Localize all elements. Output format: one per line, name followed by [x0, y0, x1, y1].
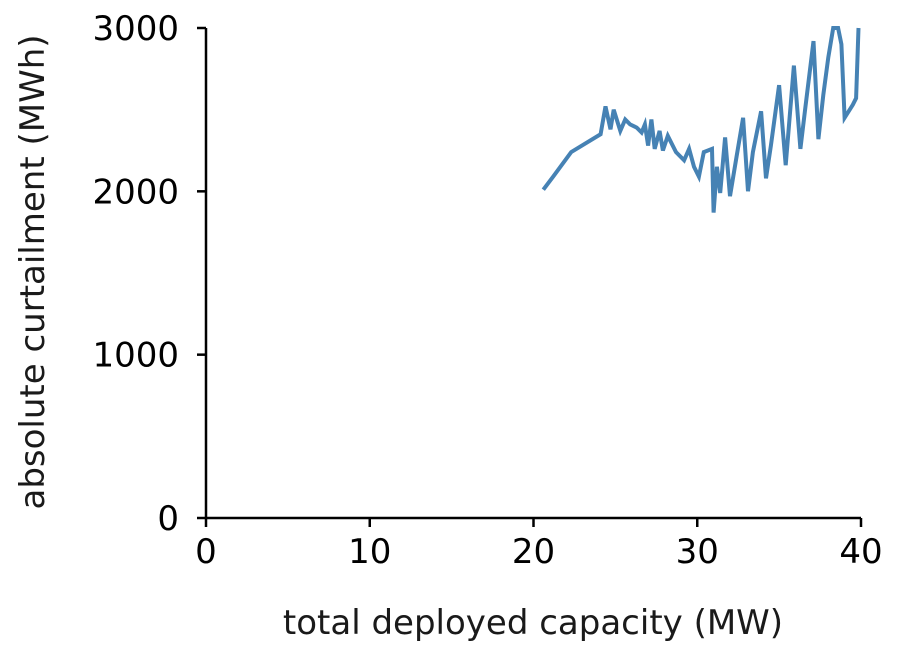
- y-tick-label: 2000: [92, 172, 179, 212]
- y-axis-ticks: 0 1000 2000 3000: [92, 9, 206, 539]
- x-tick-label: 40: [839, 532, 882, 572]
- x-tick-label: 10: [348, 532, 391, 572]
- x-axis-title: total deployed capacity (MW): [283, 603, 783, 643]
- x-tick-label: 0: [195, 532, 217, 572]
- x-axis-ticks: 0 10 20 30 40: [195, 518, 883, 572]
- x-tick-label: 20: [512, 532, 555, 572]
- x-tick-label: 30: [676, 532, 719, 572]
- series-layer: [541, 26, 861, 213]
- y-tick-label: 1000: [92, 336, 179, 376]
- y-tick-label: 0: [157, 499, 179, 539]
- series-line: [541, 26, 861, 213]
- y-axis-title: absolute curtailment (MWh): [13, 34, 53, 509]
- y-tick-label: 3000: [92, 9, 179, 49]
